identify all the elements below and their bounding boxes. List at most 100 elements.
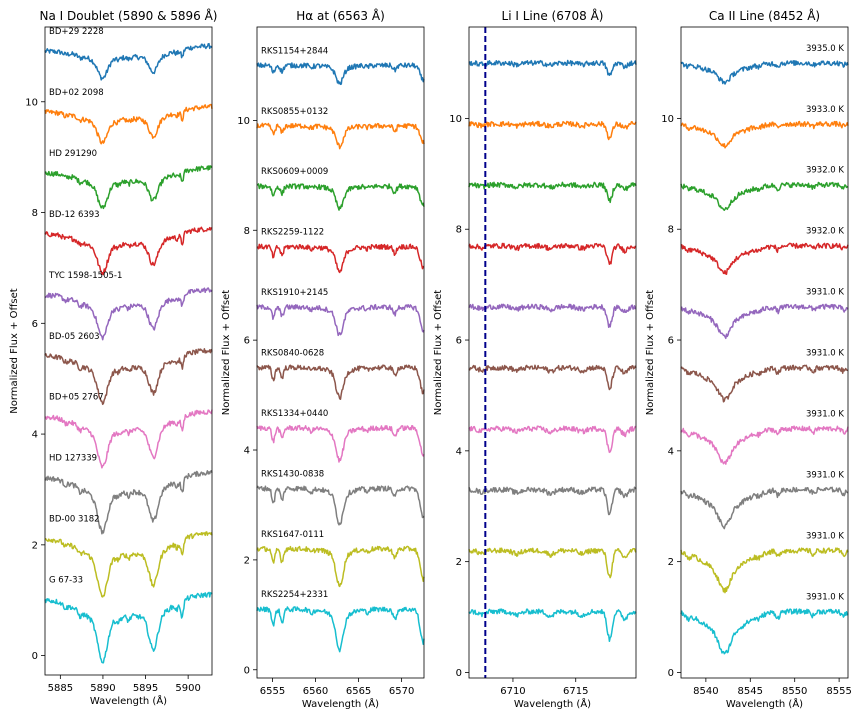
- spectrum-line-2: [680, 120, 849, 149]
- series-label: 3931.0 K: [806, 531, 844, 541]
- plot-frame: [44, 26, 213, 676]
- series-label: RKS1647-0111: [261, 530, 324, 540]
- spectrum-line-5: [256, 303, 425, 337]
- series-label: RKS2259-1122: [261, 228, 324, 238]
- spectrum-line-4: [44, 226, 213, 276]
- x-tick-label: 6570: [389, 686, 414, 697]
- y-tick-label: 10: [237, 116, 250, 127]
- x-tick-label: 8550: [782, 686, 807, 697]
- y-tick-label: 8: [456, 225, 462, 236]
- series-label: 3932.0 K: [806, 227, 844, 237]
- spectrum-line-7: [680, 425, 849, 465]
- x-tick-label: 5885: [48, 683, 73, 694]
- y-tick-label: 8: [32, 208, 38, 219]
- x-tick-label: 5895: [133, 683, 158, 694]
- y-tick-label: 2: [32, 540, 38, 551]
- chart-panel-3: 6710 6715 0 2 4 6 8 10 Li I Line (6708 Å) Wavelen…: [433, 8, 637, 710]
- series-label: BD+29 2228: [49, 27, 104, 37]
- x-axis-label: Wavelength (Å): [726, 697, 803, 710]
- y-tick-label: 4: [32, 430, 38, 441]
- series-label: 3931.0 K: [806, 409, 844, 419]
- spectrum-line-2: [468, 120, 637, 141]
- y-tick-label: 0: [456, 668, 462, 679]
- series-label: RKS0855+0132: [261, 107, 328, 117]
- spectrum-line-10: [680, 608, 849, 655]
- spectrum-line-4: [680, 242, 849, 275]
- plot-frame: [468, 26, 637, 679]
- x-axis-label: Wavelength (Å): [90, 694, 167, 707]
- spectrum-line-9: [44, 531, 213, 598]
- series-label: RKS0840-0628: [261, 349, 324, 359]
- spectrum-line-9: [680, 547, 849, 594]
- y-tick-label: 4: [668, 446, 674, 457]
- y-tick-label: 2: [244, 555, 250, 566]
- spectrum-line-10: [44, 591, 213, 664]
- y-tick-label: 4: [456, 446, 462, 457]
- series-label: RKS1334+0440: [261, 409, 328, 419]
- spectrum-line-7: [44, 409, 213, 469]
- series-label: BD-12 6393: [49, 210, 100, 220]
- y-tick-label: 6: [244, 336, 250, 347]
- y-axis-label: Normalized Flux + Offset: [645, 290, 656, 416]
- y-axis-label: Normalized Flux + Offset: [9, 288, 20, 414]
- y-tick-label: 0: [244, 665, 250, 676]
- spectrum-line-3: [680, 181, 849, 211]
- series-label: TYC 1598-1505-1: [48, 271, 122, 281]
- spectrum-line-5: [468, 303, 637, 329]
- x-tick-label: 6710: [500, 686, 525, 697]
- spectrum-line-2: [256, 122, 425, 150]
- series-label: RKS1430-0838: [261, 469, 324, 479]
- spectrum-line-8: [256, 485, 425, 526]
- series-label: 3931.0 K: [806, 288, 844, 298]
- series-label: 3933.0 K: [806, 105, 844, 115]
- panel-title: Ca II Line (8452 Å): [709, 8, 820, 23]
- spectrum-line-8: [44, 470, 213, 535]
- series-label: HD 127339: [49, 454, 97, 464]
- y-tick-label: 2: [456, 557, 462, 568]
- spectrum-line-2: [44, 103, 213, 145]
- spectrum-line-6: [256, 364, 425, 400]
- chart-panel-4: 3935.0 K 3933.0 K 3932.0 K 3932.0 K 3931.0 K…: [645, 8, 852, 710]
- y-tick-label: 6: [32, 319, 38, 330]
- spectrum-line-9: [468, 547, 637, 579]
- spectrum-line-7: [468, 425, 637, 454]
- spectrum-line-10: [468, 608, 637, 643]
- chart-panel-2: RKS1154+2844 RKS0855+0132 RKS0609+0009 RKS2…: [221, 8, 425, 710]
- series-label: BD-00 3182: [49, 515, 100, 525]
- y-tick-label: 4: [244, 446, 250, 457]
- y-tick-label: 2: [668, 557, 674, 568]
- x-tick-label: 6715: [563, 686, 588, 697]
- series-label: RKS1154+2844: [261, 46, 328, 56]
- y-tick-label: 6: [456, 336, 462, 347]
- spectrum-line-6: [468, 364, 637, 391]
- series-label: 3931.0 K: [806, 349, 844, 359]
- y-tick-label: 10: [449, 114, 462, 125]
- series-label: 3932.0 K: [806, 166, 844, 176]
- y-tick-label: 8: [668, 225, 674, 236]
- plot-frame: [680, 26, 849, 679]
- spectrum-line-9: [256, 545, 425, 588]
- spectrum-line-4: [256, 243, 425, 274]
- x-axis-label: Wavelength (Å): [514, 697, 591, 710]
- spectrum-line-1: [680, 59, 849, 85]
- spectrum-line-10: [256, 606, 425, 653]
- series-label: G 67-33: [49, 576, 83, 586]
- y-tick-label: 0: [32, 651, 38, 662]
- spectrum-line-3: [468, 181, 637, 204]
- spectrum-line-8: [468, 486, 637, 516]
- x-tick-label: 8545: [738, 686, 763, 697]
- panel-title: Li I Line (6708 Å): [502, 8, 604, 23]
- spectrum-line-3: [257, 183, 425, 211]
- spectrum-line-8: [680, 486, 849, 530]
- y-axis-label: Normalized Flux + Offset: [221, 290, 232, 416]
- spectrum-line-5: [680, 303, 849, 340]
- series-label: BD+05 2767: [49, 393, 104, 403]
- x-tick-label: 8540: [693, 686, 718, 697]
- spectrum-line-1: [44, 42, 213, 81]
- series-label: 3931.0 K: [806, 592, 844, 602]
- series-label: BD-05 2603: [49, 332, 100, 342]
- x-axis-label: Wavelength (Å): [302, 697, 379, 710]
- x-tick-label: 6555: [260, 686, 285, 697]
- series-label: RKS0609+0009: [261, 167, 328, 177]
